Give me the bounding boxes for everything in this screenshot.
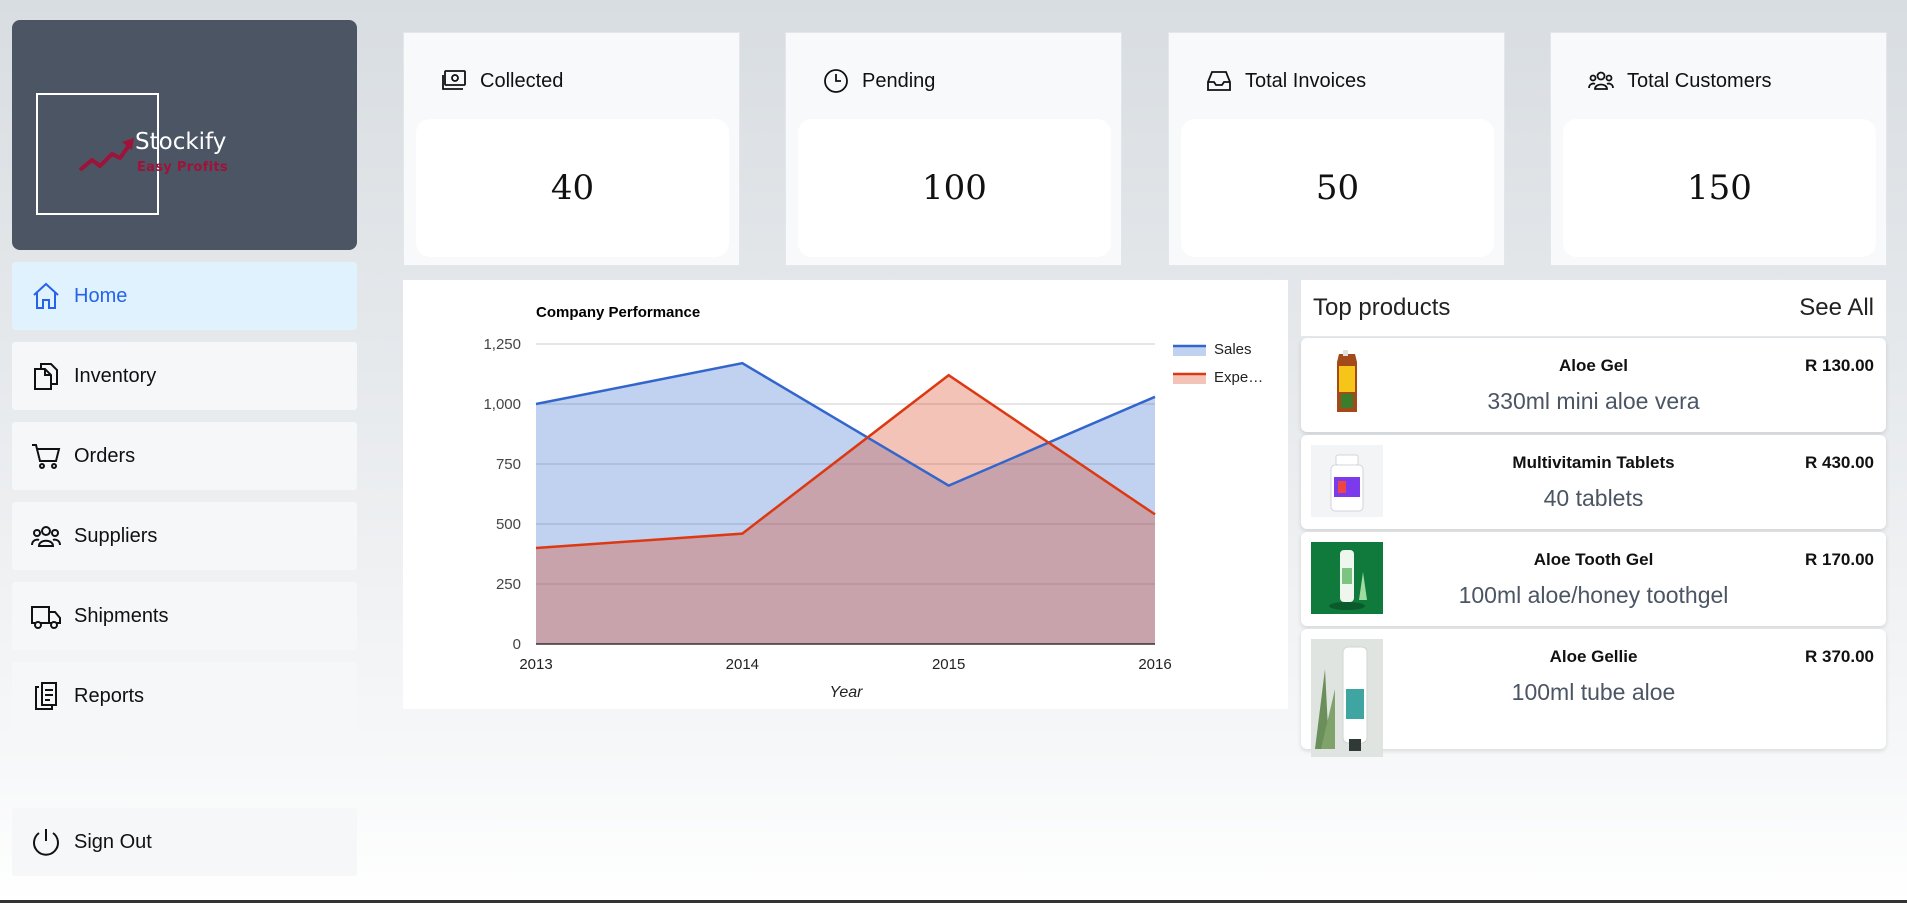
- documents-icon: [30, 360, 62, 392]
- legend-swatch: [1173, 346, 1206, 356]
- stat-card-total-invoices: Total Invoices 50: [1168, 32, 1505, 266]
- product-desc: 330ml mini aloe vera: [1487, 388, 1700, 414]
- nav-item-home[interactable]: Home: [12, 262, 357, 330]
- brand-tagline: Easy Profits: [137, 160, 228, 175]
- home-icon: [30, 280, 62, 312]
- x-tick-label: 2016: [1138, 656, 1171, 673]
- legend-swatch: [1173, 374, 1206, 384]
- signout-label: Sign Out: [74, 830, 152, 853]
- truck-icon: [30, 600, 62, 632]
- money-icon: [442, 70, 466, 90]
- stat-card-total-customers: Total Customers 150: [1550, 32, 1887, 266]
- area-expenses: [536, 375, 1155, 644]
- nav-label: Reports: [74, 684, 145, 707]
- top-products-title: Top products: [1313, 294, 1451, 321]
- product-name: Aloe Tooth Gel: [1533, 550, 1654, 569]
- line-sales: [535, 361, 1156, 487]
- bottom-border: [0, 900, 1907, 903]
- y-tick-label: 750: [496, 456, 521, 473]
- sidebar: Stockify Easy Profits Home Inventory Ord…: [12, 20, 357, 880]
- inbox-icon: [1207, 71, 1231, 91]
- product-price: R 130.00: [1805, 356, 1874, 375]
- chart-title: Company Performance: [536, 304, 700, 321]
- see-all-link[interactable]: See All: [1799, 294, 1874, 321]
- signout-button[interactable]: Sign Out: [12, 808, 357, 876]
- y-tick-label: 500: [496, 516, 521, 533]
- y-tick-label: 250: [496, 576, 521, 593]
- x-tick-label: 2015: [932, 656, 965, 673]
- stat-label: Pending: [862, 69, 936, 92]
- nav-label: Orders: [74, 444, 136, 467]
- product-card[interactable]: Multivitamin Tablets R 430.00 40 tablets: [1301, 435, 1886, 529]
- nav-item-inventory[interactable]: Inventory: [12, 342, 357, 410]
- nav-item-reports[interactable]: Reports: [12, 662, 357, 730]
- product-desc: 100ml aloe/honey toothgel: [1458, 582, 1729, 608]
- product-card[interactable]: Aloe Gel R 130.00 330ml mini aloe vera: [1301, 338, 1886, 432]
- product-price: R 170.00: [1805, 550, 1874, 569]
- area-sales: [536, 363, 1155, 644]
- brand-name: Stockify: [135, 129, 227, 155]
- power-icon: [30, 826, 62, 858]
- nav-item-orders[interactable]: Orders: [12, 422, 357, 490]
- clock-icon: [824, 69, 848, 93]
- stat-value: 150: [1563, 119, 1876, 257]
- legend-label: Sales: [1214, 341, 1252, 358]
- chart-xlabel: Year: [830, 684, 864, 701]
- users-icon: [30, 520, 62, 552]
- stat-value: 100: [798, 119, 1111, 257]
- product-name: Aloe Gellie: [1549, 647, 1638, 666]
- line-expenses: [535, 373, 1156, 550]
- x-tick-label: 2013: [519, 656, 552, 673]
- nav-item-shipments[interactable]: Shipments: [12, 582, 357, 650]
- nav-label: Suppliers: [74, 524, 158, 547]
- stat-label: Total Customers: [1627, 69, 1772, 92]
- product-card[interactable]: Aloe Tooth Gel R 170.00 100ml aloe/honey…: [1301, 532, 1886, 626]
- aloe-tube-image: [1311, 639, 1383, 757]
- product-name: Aloe Gel: [1559, 356, 1628, 375]
- cart-icon: [30, 440, 62, 472]
- stat-card-pending: Pending 100: [785, 32, 1122, 266]
- stat-label: Collected: [480, 69, 564, 92]
- stat-card-collected: Collected 40: [403, 32, 740, 266]
- legend-label: Expe…: [1214, 369, 1263, 386]
- stat-value: 40: [416, 119, 729, 257]
- brand-logo[interactable]: Stockify Easy Profits: [12, 20, 357, 250]
- nav-label: Inventory: [74, 364, 157, 387]
- clipboard-icon: [30, 680, 62, 712]
- stat-value: 50: [1181, 119, 1494, 257]
- logo-frame: [36, 93, 159, 215]
- nav-label: Shipments: [74, 604, 169, 627]
- nav-label: Home: [74, 284, 128, 307]
- top-products-header: Top products See All: [1301, 280, 1886, 336]
- product-card[interactable]: Aloe Gellie R 370.00 100ml tube aloe: [1301, 629, 1886, 757]
- tooth-gel-image: [1311, 542, 1383, 614]
- top-products-panel: Top products See All Aloe Gel R 130.00 3…: [1301, 280, 1886, 770]
- product-name: Multivitamin Tablets: [1512, 453, 1675, 472]
- aloe-gel-pack-image: [1311, 348, 1383, 420]
- trend-arrow-icon: [78, 138, 134, 172]
- nav-item-suppliers[interactable]: Suppliers: [12, 502, 357, 570]
- x-tick-label: 2014: [726, 656, 759, 673]
- product-price: R 430.00: [1805, 453, 1874, 472]
- product-desc: 100ml tube aloe: [1511, 679, 1676, 705]
- y-tick-label: 1,250: [483, 336, 521, 353]
- product-desc: 40 tablets: [1543, 485, 1644, 511]
- vitamin-bottle-image: [1311, 445, 1383, 517]
- chart-svg: Company Performance 0 250 500 750 1,000 1,250…: [483, 304, 1263, 701]
- y-tick-label: 1,000: [483, 396, 521, 413]
- performance-chart: Company Performance 0 250 500 750 1,000 1,250…: [403, 280, 1288, 709]
- product-price: R 370.00: [1805, 647, 1874, 666]
- y-tick-label: 0: [513, 636, 521, 653]
- stat-label: Total Invoices: [1245, 69, 1367, 92]
- users-icon: [1588, 71, 1614, 90]
